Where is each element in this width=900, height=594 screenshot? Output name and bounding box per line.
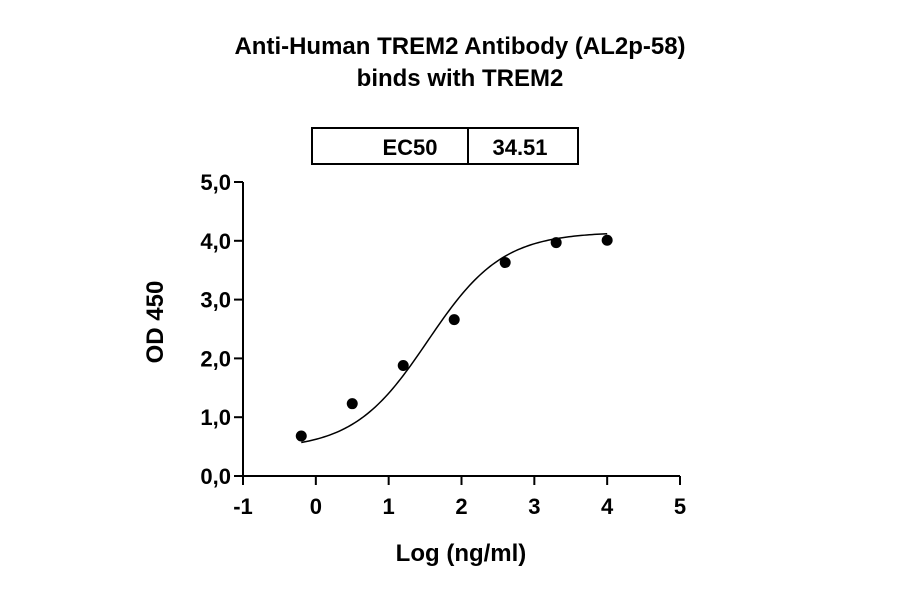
chart-title-line2: binds with TREM2 xyxy=(357,65,564,92)
ec50-value: 34.51 xyxy=(492,135,547,160)
data-point xyxy=(448,314,460,326)
y-ticks: 0,0 1,0 2,0 3,0 4,0 5,0 xyxy=(200,170,243,489)
fit-curve xyxy=(301,232,608,444)
data-point xyxy=(550,237,562,249)
x-axis-label: Log (ng/ml) xyxy=(396,540,527,567)
data-point xyxy=(295,430,307,442)
x-tick-label: 2 xyxy=(455,494,467,519)
y-axis-label: OD 450 xyxy=(142,281,169,364)
ec50-table-border xyxy=(311,127,579,165)
x-tick-label: 4 xyxy=(601,494,614,519)
data-points xyxy=(295,234,613,442)
data-point xyxy=(601,234,613,246)
y-tick-label: 0,0 xyxy=(200,464,231,489)
data-point xyxy=(346,398,358,410)
x-ticks: -1 0 1 2 3 4 5 xyxy=(233,476,686,519)
y-tick-label: 2,0 xyxy=(200,346,231,371)
x-tick-label: 0 xyxy=(310,494,322,519)
ec50-label: EC50 xyxy=(382,135,437,160)
x-tick-label: 3 xyxy=(528,494,540,519)
x-tick-label: 1 xyxy=(383,494,395,519)
ec50-table: EC50 34.51 xyxy=(311,127,579,165)
data-point xyxy=(397,359,409,371)
y-tick-label: 5,0 xyxy=(200,170,231,195)
y-tick-label: 3,0 xyxy=(200,288,231,313)
data-point xyxy=(499,257,511,269)
y-tick-label: 1,0 xyxy=(200,405,231,430)
y-tick-label: 4,0 xyxy=(200,229,231,254)
x-tick-label: -1 xyxy=(233,494,253,519)
x-tick-label: 5 xyxy=(674,494,686,519)
chart-title-line1: Anti-Human TREM2 Antibody (AL2p-58) xyxy=(234,33,685,60)
